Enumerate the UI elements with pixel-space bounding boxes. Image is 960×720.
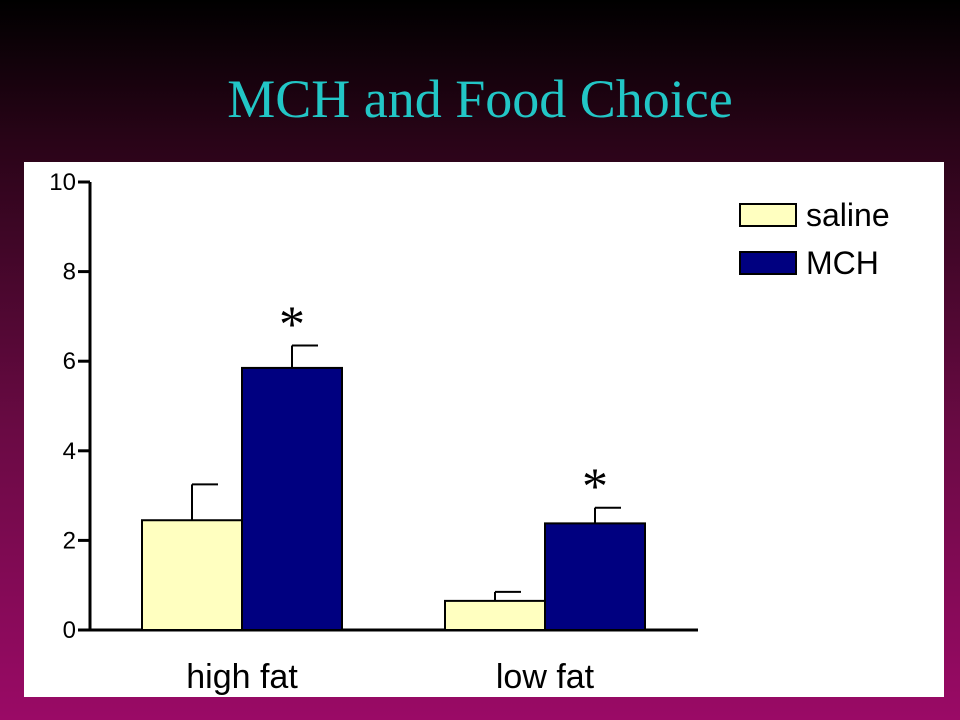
significance-marker-0: * [279, 297, 305, 354]
category-label-1: low fat [496, 658, 595, 696]
y-tick-label-1: 2 [63, 527, 76, 554]
bar-mch-0 [241, 366, 343, 631]
slide-title: MCH and Food Choice [227, 69, 733, 129]
legend-swatch-mch [739, 251, 797, 275]
y-tick-label-5: 10 [49, 169, 76, 196]
bar-saline-1 [444, 599, 546, 632]
legend-label-saline: saline [806, 197, 890, 233]
bar-saline-0 [141, 519, 243, 631]
y-tick-label-0: 0 [63, 617, 76, 644]
legend-label-mch: MCH [806, 245, 879, 281]
legend-swatch-saline [739, 203, 797, 227]
significance-marker-1: * [582, 459, 608, 516]
y-tick-label-4: 8 [63, 259, 76, 286]
category-label-0: high fat [186, 658, 298, 696]
y-tick-label-3: 6 [63, 348, 76, 375]
chart-panel: 0 2 4 6 8 10 * * high fat low fat saline MCH [24, 162, 944, 697]
bar-chart: 0 2 4 6 8 10 * * high fat low fat saline MCH [49, 169, 890, 696]
y-tick-label-2: 4 [63, 438, 76, 465]
bar-mch-1 [544, 522, 646, 632]
